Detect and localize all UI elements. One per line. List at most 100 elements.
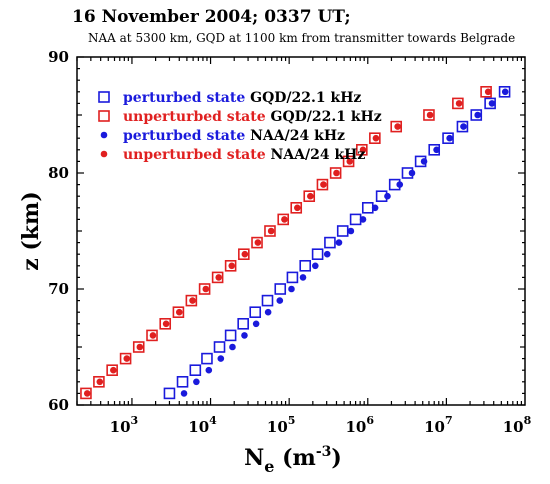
data-point [254,239,262,246]
y-tick-label: 60 [48,396,69,414]
data-point [205,366,213,374]
legend-item: perturbed state GQD/22.1 kHz [98,90,361,106]
data-point [237,317,249,330]
data-point [288,285,295,293]
data-point [488,100,496,107]
legend-item: unperturbed state NAA/24 kHz [100,147,365,163]
data-point [198,283,211,295]
data-point [106,364,118,377]
data-point [123,355,131,362]
data-point [484,88,492,96]
data-point [286,271,299,284]
data-point [238,248,250,260]
data-point [202,285,210,293]
y-tick-label: 80 [48,164,69,182]
y-tick-label: 90 [48,48,69,66]
data-point [303,190,316,202]
data-point [498,86,511,98]
data-point [356,144,368,156]
data-point [408,169,416,177]
data-point [80,387,92,400]
data-point [185,294,198,307]
data-point [342,155,355,168]
chart-subtitle: NAA at 5300 km, GQD at 1100 km from tran… [88,31,515,45]
legend-marker [100,131,108,139]
data-point [420,158,428,165]
data-point [83,390,91,397]
series-1 [163,86,511,400]
data-point [163,387,176,400]
data-point [224,259,237,272]
data-point [384,192,391,200]
y-axis-label: z (km) [18,191,44,271]
data-point [369,132,381,144]
x-axis-label-subscript: e [264,457,274,476]
series-3 [180,88,509,397]
x-axis-label-unit-close: ) [331,445,341,471]
data-point [162,320,170,328]
legend-marker [100,150,108,158]
data-point [371,204,379,212]
data-point [347,227,355,235]
data-point [224,329,237,342]
data-point [241,332,248,339]
data-point [307,192,314,200]
data-point [119,352,132,365]
y-axis-ticks: 60 70 80 90 [48,48,525,414]
data-point [470,109,483,121]
x-axis-label-unit-open: (m [274,445,315,471]
data-point [460,123,467,130]
plot-area: 103 104 105 106 107 108 60 70 80 90 perturbed st… [48,48,531,436]
legend-marker [98,110,110,122]
data-point [193,378,200,386]
data-point [433,146,440,154]
data-point [274,283,287,295]
data-point [93,375,105,388]
data-point [452,97,464,110]
data-point [423,109,435,121]
data-point [442,132,454,144]
data-point [215,274,223,281]
legend-label: unperturbed state GQD/22.1 kHz [123,109,382,125]
data-point [132,341,145,353]
data-point [281,216,288,223]
data-point [136,343,144,351]
data-point [316,178,329,191]
data-point [276,297,284,304]
data-point [201,352,213,365]
legend-label: perturbed state GQD/22.1 kHz [123,90,361,106]
data-point [96,378,104,386]
data-point [264,308,272,316]
data-point [324,236,336,249]
data-point [189,297,196,304]
x-tick-label: 108 [503,414,532,436]
data-point [299,274,307,281]
data-point [312,262,319,270]
data-point [180,390,188,397]
data-point [372,134,380,142]
series-4 [83,88,492,397]
data-point [346,158,354,165]
data-point [390,120,403,133]
chart-title: 16 November 2004; 0337 UT; [72,7,351,27]
data-point [329,167,342,179]
data-point [294,204,301,212]
x-tick-label: 103 [110,414,139,436]
legend-label: unperturbed state NAA/24 kHz [123,147,365,163]
legend-marker [98,91,110,103]
data-point [217,355,225,362]
x-axis-label-main: N [244,445,264,471]
x-axis-label: Ne (m-3) [244,444,342,476]
data-point [189,364,202,377]
data-point [396,181,404,188]
data-point [228,262,236,270]
data-point [359,216,367,223]
legend-item: unperturbed state GQD/22.1 kHz [98,109,382,125]
x-tick-label: 105 [267,414,296,436]
data-point [264,225,276,237]
data-point [241,250,249,258]
data-point [359,146,367,154]
data-point [159,317,172,330]
x-tick-label: 104 [188,414,217,436]
